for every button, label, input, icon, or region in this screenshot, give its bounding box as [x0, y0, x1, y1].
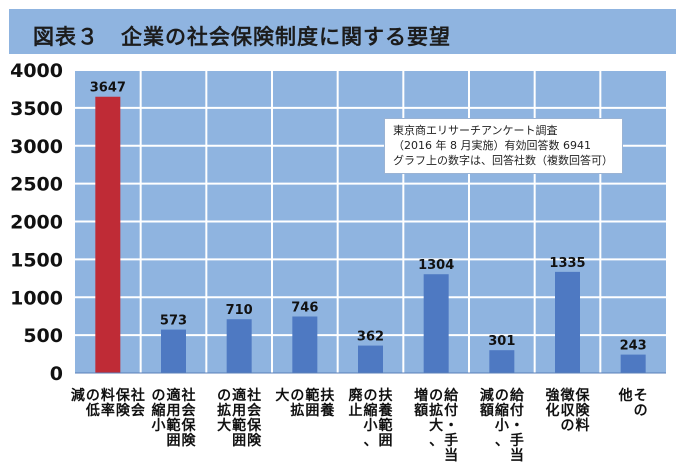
x-tick-label: 給付・手当 [510, 387, 525, 464]
y-tick-label: 1500 [10, 249, 63, 271]
bar [358, 345, 383, 373]
y-tick-label: 2000 [10, 212, 63, 234]
x-tick-label: の低 [85, 388, 100, 419]
y-tick-label: 3000 [10, 136, 63, 158]
x-tick-label: 適用範囲 [167, 387, 181, 449]
data-label: 3647 [90, 81, 126, 96]
bar [489, 350, 515, 373]
x-tick-label: 減 [71, 387, 85, 404]
x-tick-label: 社会保険 [181, 387, 197, 449]
x-tick-label: 範囲 [305, 387, 319, 419]
bar [620, 354, 646, 373]
data-label: 573 [160, 314, 187, 329]
y-tick-label: 500 [23, 325, 63, 347]
bar [292, 316, 318, 373]
x-tick-label: 大 [275, 387, 289, 404]
x-tick-label: 社会保険 [246, 387, 262, 449]
x-tick-label: 給付・手当 [444, 387, 459, 464]
y-tick-label: 3500 [10, 98, 63, 120]
x-tick-label: の縮小、 [364, 388, 378, 449]
survey-annotation: 東京商エリサーチアンケート調査 （2016 年 8 月実施）有効回答数 6941… [384, 118, 623, 174]
x-tick-label: 強化 [546, 387, 560, 419]
x-tick-label: 徴収の [560, 387, 576, 434]
x-tick-label: 増額 [413, 387, 428, 419]
chart-title: 図表３ 企業の社会保険制度に関する要望 [33, 25, 451, 49]
x-tick-label: の拡 [290, 388, 304, 419]
data-label: 746 [291, 300, 318, 315]
x-tick-label: 料率 [101, 387, 115, 419]
annotation-line-1: 東京商エリサーチアンケート調査 [393, 124, 558, 137]
data-label: 301 [488, 334, 515, 349]
x-tick-label: 保険 [115, 387, 131, 419]
x-tick-label: の縮小、 [495, 388, 509, 449]
x-tick-label: の縮小 [152, 388, 166, 434]
data-label: 710 [226, 303, 253, 318]
x-tick-label: 社会 [130, 387, 146, 419]
y-tick-label: 2500 [10, 174, 63, 196]
x-tick-label: 他 [618, 387, 633, 404]
y-tick-label: 1000 [10, 287, 63, 309]
x-tick-label: 適用範囲 [232, 387, 246, 449]
x-tick-label: 扶養範囲 [378, 387, 394, 449]
annotation-line-2: （2016 年 8 月実施）有効回答数 6941 [393, 139, 591, 152]
y-tick-label: 0 [50, 363, 63, 385]
x-tick-label: 保険料 [575, 387, 591, 434]
title-bar [9, 9, 676, 54]
x-tick-label: の拡大、 [429, 388, 443, 449]
y-tick-label: 4000 [10, 60, 63, 82]
x-tick-label: の拡大 [217, 388, 231, 434]
data-label: 1304 [418, 258, 454, 273]
bar [226, 319, 252, 373]
bar [161, 329, 186, 373]
x-tick-label: その [634, 388, 648, 419]
bar [555, 271, 580, 373]
bar [95, 96, 121, 374]
x-tick-label: 扶養 [319, 387, 335, 419]
data-label: 243 [620, 339, 647, 354]
x-tick-label: 廃止 [349, 387, 364, 419]
annotation-line-3: グラフ上の数字は、回答社数（複数回答可） [393, 154, 613, 167]
data-label: 362 [357, 330, 384, 345]
bar [423, 274, 449, 373]
data-label: 1335 [549, 256, 585, 271]
x-tick-label: 減額 [479, 387, 494, 419]
